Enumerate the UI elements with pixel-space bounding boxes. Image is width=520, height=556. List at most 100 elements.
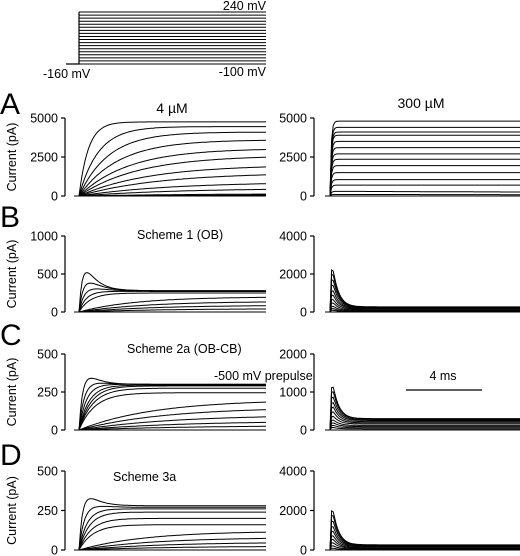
current-trace [78,401,266,431]
current-trace [78,416,266,431]
column-header-4uM: 4 µM [156,100,187,116]
panel-a-300uM: 0 2500 5000 [279,112,520,204]
current-trace [329,406,520,431]
current-trace [78,546,266,551]
panel-a-4uM: 0 2500 5000 Current (pA) [5,112,267,204]
current-trace [78,301,266,313]
current-trace [329,542,520,551]
y-tick-label: 0 [300,544,307,556]
annotation-scheme-2a: Scheme 2a (OB-CB) [127,342,242,356]
current-trace [329,510,520,551]
current-trace [78,139,267,197]
current-trace [329,134,520,197]
current-trace [329,415,520,431]
current-trace [78,387,266,431]
current-trace [329,126,520,197]
y-tick-label: 4000 [279,465,307,479]
panel-b-4uM: 0 500 1000 Current (pA) [5,230,267,320]
y-tick-label: 2000 [279,268,307,282]
current-trace [329,547,520,551]
current-trace [78,290,266,313]
panel-b-300uM: 0 2000 4000 [279,230,520,320]
y-tick-label: 1000 [279,386,307,400]
panel-d-4uM: 0 250 500 Current (pA) [5,465,267,556]
current-trace [78,183,266,197]
y-tick-label: 0 [51,424,58,438]
y-tick-label: 0 [51,190,58,204]
current-trace [78,149,267,197]
current-trace [329,535,520,551]
current-trace [78,305,266,313]
current-trace [329,165,520,197]
current-trace [78,292,266,313]
current-trace [329,153,520,197]
y-tick-label: 0 [300,306,307,320]
scale-bar-label: 4 ms [429,369,456,383]
current-trace [329,530,520,551]
current-trace [329,411,520,431]
panel-c-4uM: 0 250 500 Current (pA) [5,348,266,438]
current-trace [78,121,266,197]
current-trace [329,299,520,313]
current-trace [78,174,267,197]
current-trace [78,517,266,551]
current-trace [329,284,520,313]
current-trace [78,308,266,313]
current-trace [329,309,520,313]
current-trace [329,290,520,313]
current-trace [78,511,266,551]
current-trace [78,508,266,551]
current-trace [329,424,520,431]
y-tick-label: 5000 [279,112,307,126]
protocol-steps [79,11,266,65]
y-tick-label: 2500 [279,151,307,165]
current-trace [78,296,267,313]
annotation-prepulse: -500 mV prepulse [214,369,313,383]
panel-label-d: D [0,439,22,472]
panel-label-b: B [0,201,20,234]
current-trace [329,396,520,431]
current-trace [329,172,520,197]
current-trace [329,273,520,313]
y-tick-label: 1000 [30,230,58,244]
y-tick-label: 0 [300,190,307,204]
panel-label-c: C [0,319,22,352]
current-trace [329,140,520,197]
panel-d-300uM: 0 2000 4000 [279,465,520,556]
y-tick-label: 250 [37,386,58,400]
y-axis-label: Current (pA) [5,123,19,192]
y-tick-label: 500 [37,268,58,282]
current-trace [329,545,520,551]
y-tick-label: 2500 [30,151,58,165]
current-trace [78,156,267,197]
annotation-scheme-3a: Scheme 3a [113,470,176,484]
current-trace [78,542,266,551]
current-trace [329,120,520,197]
y-axis-label: Current (pA) [5,240,19,309]
current-trace [329,391,520,431]
protocol-label-bottom: -100 mV [219,65,267,79]
scale-bar: 4 ms [406,369,482,391]
current-trace [78,425,266,431]
y-axis-label: Current (pA) [5,476,19,545]
y-tick-label: 250 [37,504,58,518]
current-trace [329,158,520,197]
y-tick-label: 0 [51,306,58,320]
column-header-300uM: 300 µM [398,95,445,111]
current-trace [329,179,520,197]
y-tick-label: 5000 [30,112,58,126]
current-trace [329,184,520,197]
current-trace [329,426,520,431]
current-trace [329,269,520,313]
current-trace [78,383,266,431]
panel-label-a: A [0,88,20,121]
y-tick-label: 2000 [279,348,307,362]
current-trace [329,190,520,197]
current-trace [78,421,266,431]
current-trace [78,505,266,551]
current-trace [78,409,266,431]
y-tick-label: 0 [51,544,58,556]
y-tick-label: 500 [37,348,58,362]
y-axis-label: Current (pA) [5,358,19,427]
